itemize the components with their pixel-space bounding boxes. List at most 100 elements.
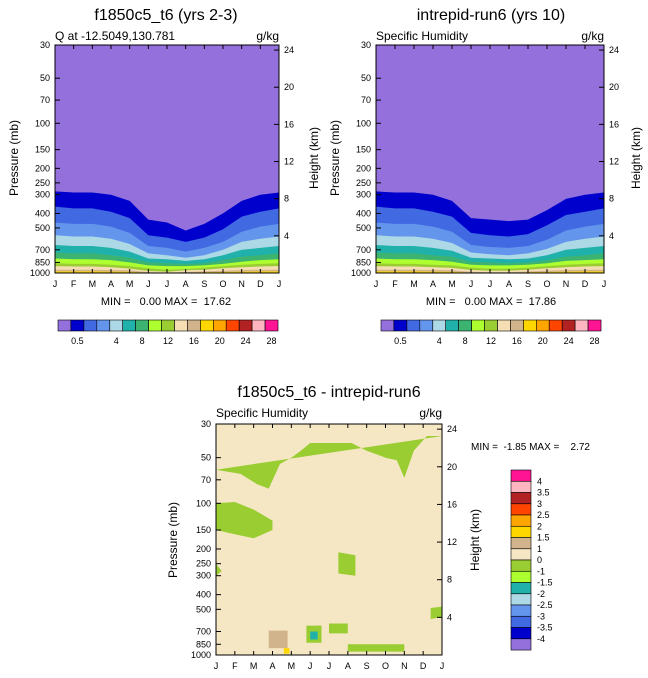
height-tick-label: 20 — [609, 82, 619, 92]
contour-region-neg2-9 — [310, 631, 318, 640]
x-tick-label: A — [506, 279, 512, 289]
x-tick-label: F — [392, 279, 398, 289]
pressure-tick-label: 200 — [35, 163, 50, 173]
panel-test: intrepid-run6 (yrs 10) Specific Humidity… — [328, 7, 643, 346]
pressure-tick-label: 300 — [196, 571, 211, 581]
colorbar-label: 20 — [538, 336, 548, 346]
colorbar-swatch — [406, 319, 421, 332]
pressure-tick-label: 400 — [196, 590, 211, 600]
pressure-tick-label: 1000 — [351, 268, 371, 278]
x-tick-label: J — [53, 279, 58, 289]
height-tick-label: 16 — [284, 119, 294, 129]
colorbar-label: -3.5 — [537, 623, 553, 633]
colorbar-label: -2 — [537, 589, 545, 599]
x-tick-label: A — [183, 279, 189, 289]
colorbar: 0.5 4 8 12 16 20 24 28 — [380, 319, 602, 346]
colorbar-swatch — [510, 525, 532, 538]
units-string: g/kg — [419, 406, 442, 420]
left-string: Specific Humidity — [216, 406, 308, 420]
pressure-tick-label: 700 — [196, 627, 211, 637]
colorbar-label: -4 — [537, 634, 545, 644]
panel-title: f1850c5_t6 - intrepid-run6 — [237, 384, 420, 401]
pressure-tick-label: 100 — [35, 118, 50, 128]
panel-difference: f1850c5_t6 - intrepid-run6 Specific Humi… — [166, 384, 590, 671]
x-tick-label: J — [277, 279, 282, 289]
contour-region-neg1-3 — [216, 563, 222, 576]
pressure-tick-label: 200 — [356, 163, 371, 173]
colorbar-swatch — [510, 559, 532, 572]
colorbar-swatch — [497, 319, 511, 332]
colorbar-label: 16 — [189, 336, 199, 346]
x-tick-label: J — [602, 279, 607, 289]
colorbar-label: 4 — [114, 336, 119, 346]
colorbar-swatch — [174, 319, 188, 332]
x-tick-label: S — [201, 279, 207, 289]
contour-region-1-6 — [268, 630, 288, 649]
x-tick-label: J — [327, 661, 332, 671]
colorbar-swatch — [510, 615, 532, 628]
colorbar-swatch — [587, 319, 602, 332]
pressure-tick-label: 250 — [356, 178, 371, 188]
y2-axis-label: Height (km) — [307, 127, 321, 189]
contour-region-2-7 — [283, 648, 290, 654]
colorbar-swatch — [510, 514, 532, 527]
units-string: g/kg — [581, 29, 604, 43]
colorbar-label: 20 — [215, 336, 225, 346]
colorbar-swatch — [510, 593, 532, 606]
pressure-tick-label: 400 — [356, 208, 371, 218]
height-tick-label: 24 — [609, 45, 619, 55]
pressure-tick-label: 70 — [201, 475, 211, 485]
pressure-tick-label: 700 — [35, 245, 50, 255]
colorbar-swatch — [70, 319, 85, 332]
x-tick-label: S — [525, 279, 531, 289]
x-tick-label: J — [374, 279, 379, 289]
y-axis-label: Pressure (mb) — [328, 120, 342, 196]
colorbar-swatch — [574, 319, 589, 332]
height-tick-label: 20 — [284, 82, 294, 92]
y2-axis-label: Height (km) — [468, 509, 482, 571]
x-tick-label: J — [214, 661, 219, 671]
panel-title: intrepid-run6 (yrs 10) — [417, 7, 566, 24]
colorbar-swatch — [510, 492, 532, 505]
colorbar-swatch — [161, 319, 175, 332]
colorbar-swatch — [510, 537, 532, 550]
contour-region-neg1-4 — [430, 606, 442, 620]
pressure-tick-label: 70 — [361, 95, 371, 105]
colorbar-label: 28 — [266, 336, 276, 346]
y2-axis-label: Height (km) — [629, 127, 643, 189]
x-tick-label: D — [582, 279, 589, 289]
pressure-tick-label: 500 — [35, 223, 50, 233]
pressure-tick-label: 150 — [196, 525, 211, 535]
colorbar-swatch — [484, 319, 498, 332]
colorbar-swatch — [548, 319, 563, 332]
colorbar-swatch — [187, 319, 201, 332]
pressure-tick-label: 850 — [35, 257, 50, 267]
height-tick-label: 8 — [284, 194, 289, 204]
colorbar-swatch — [148, 319, 162, 332]
x-tick-label: N — [238, 279, 245, 289]
colorbar-swatch — [510, 570, 532, 583]
pressure-tick-label: 850 — [356, 257, 371, 267]
x-tick-label: J — [488, 279, 493, 289]
colorbar-swatch — [83, 319, 98, 332]
units-string: g/kg — [256, 29, 279, 43]
contour-plot: J F M A M J J A S O N D J 30 50 70 100 150 200 250 300 400 500… — [351, 40, 619, 289]
x-tick-label: O — [382, 661, 389, 671]
pressure-tick-label: 500 — [356, 223, 371, 233]
colorbar-label: 12 — [163, 336, 173, 346]
colorbar-label: 3 — [537, 499, 542, 509]
contour-region-neg1-0 — [216, 436, 442, 489]
x-tick-label: F — [71, 279, 77, 289]
x-tick-label: F — [232, 661, 238, 671]
pressure-tick-label: 250 — [35, 178, 50, 188]
x-tick-label: D — [257, 279, 264, 289]
x-tick-label: M — [126, 279, 134, 289]
colorbar-swatch — [510, 319, 524, 332]
pressure-tick-label: 70 — [40, 95, 50, 105]
x-tick-label: J — [469, 279, 474, 289]
colorbar-label: 4 — [537, 476, 542, 486]
colorbar-label: 0.5 — [71, 336, 84, 346]
height-tick-label: 4 — [447, 612, 452, 622]
colorbar-label: 3.5 — [537, 488, 550, 498]
colorbar-swatch — [510, 638, 532, 651]
